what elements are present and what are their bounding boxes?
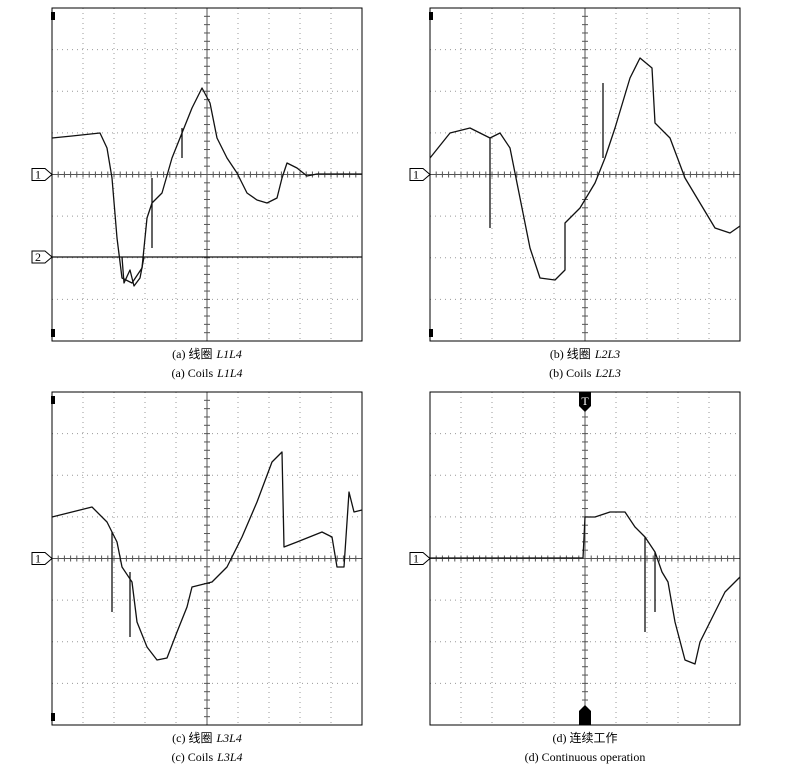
scope-screen (51, 7, 363, 342)
caption-italic: L1L4 (215, 347, 241, 361)
channel-label: 1 (413, 168, 419, 182)
panel-b-trace (429, 57, 741, 281)
caption-italic: L1L4 (216, 366, 242, 380)
channel-marker (31, 552, 53, 565)
waveform (429, 57, 741, 281)
trigger-marker (579, 392, 591, 412)
channel-marker (409, 168, 431, 181)
caption-italic: L3L4 (215, 731, 241, 745)
channel-label: 1 (413, 552, 419, 566)
corner-marker (51, 329, 55, 337)
waveform (430, 511, 741, 665)
caption: (d) 连续工作 (553, 730, 618, 745)
channel-label: 1 (35, 168, 41, 182)
waveform (51, 451, 363, 661)
scope-screen (51, 391, 363, 726)
channel-marker (409, 552, 431, 565)
corner-marker (51, 396, 55, 404)
corner-marker (51, 12, 55, 20)
caption: (b) Coils L2L3 (549, 366, 621, 380)
panel-d-trace (430, 511, 741, 665)
caption-italic: L2L3 (594, 347, 620, 361)
channel-marker (31, 250, 53, 264)
caption: (c) 线圈 L3L4 (172, 731, 242, 745)
trigger-label: T (581, 394, 589, 408)
caption-text: (a) Coils (171, 366, 213, 380)
caption-text: (c) 线圈 (172, 731, 212, 745)
caption: (d) Continuous operation (525, 750, 646, 764)
caption-text: (c) Coils (171, 750, 213, 764)
caption: (a) 线圈 L1L4 (172, 347, 242, 361)
caption: (a) Coils L1L4 (171, 366, 242, 380)
channel-label: 2 (35, 250, 41, 264)
waveform (52, 256, 362, 287)
caption: (c) Coils L3L4 (171, 750, 242, 764)
caption-text: (b) 线圈 (550, 347, 591, 361)
corner-marker (51, 713, 55, 721)
channel-marker (31, 168, 53, 181)
ground-marker (579, 705, 591, 725)
caption: (b) 线圈 L2L3 (550, 347, 620, 361)
caption-italic: L3L4 (216, 750, 242, 764)
caption-italic: L2L3 (594, 366, 620, 380)
waveform (51, 87, 362, 284)
panel-c-trace (51, 451, 363, 661)
corner-marker (429, 329, 433, 337)
panel-a-trace (51, 87, 362, 287)
scope-screen (429, 7, 741, 342)
caption-text: (d) 连续工作 (553, 730, 618, 745)
caption-text: (b) Coils (549, 366, 592, 380)
corner-marker (429, 12, 433, 20)
caption-text: (d) Continuous operation (525, 750, 646, 764)
channel-label: 1 (35, 552, 41, 566)
caption-text: (a) 线圈 (172, 347, 212, 361)
